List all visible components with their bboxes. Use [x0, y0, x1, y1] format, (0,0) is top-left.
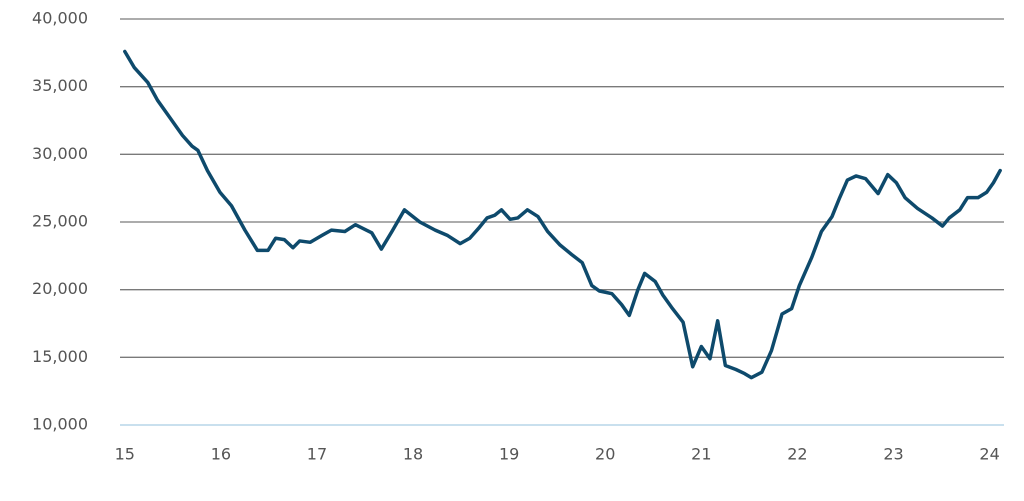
y-tick-label: 40,000 [32, 9, 88, 28]
y-tick-label: 25,000 [32, 212, 88, 231]
x-tick-label: 22 [787, 445, 807, 464]
y-tick-label: 15,000 [32, 347, 88, 366]
y-tick-label: 35,000 [32, 76, 88, 95]
data-line [123, 49, 1002, 380]
x-tick-label: 20 [595, 445, 615, 464]
x-tick-label: 16 [211, 445, 231, 464]
x-tick-label: 21 [691, 445, 711, 464]
x-tick-label: 17 [307, 445, 327, 464]
y-tick-label: 20,000 [32, 279, 88, 298]
x-tick-label: 19 [499, 445, 519, 464]
x-tick-label: 24 [979, 445, 999, 464]
y-tick-label: 10,000 [32, 415, 88, 434]
x-tick-label: 15 [115, 445, 135, 464]
x-tick-label: 18 [403, 445, 423, 464]
x-tick-label: 23 [883, 445, 903, 464]
y-tick-label: 30,000 [32, 144, 88, 163]
